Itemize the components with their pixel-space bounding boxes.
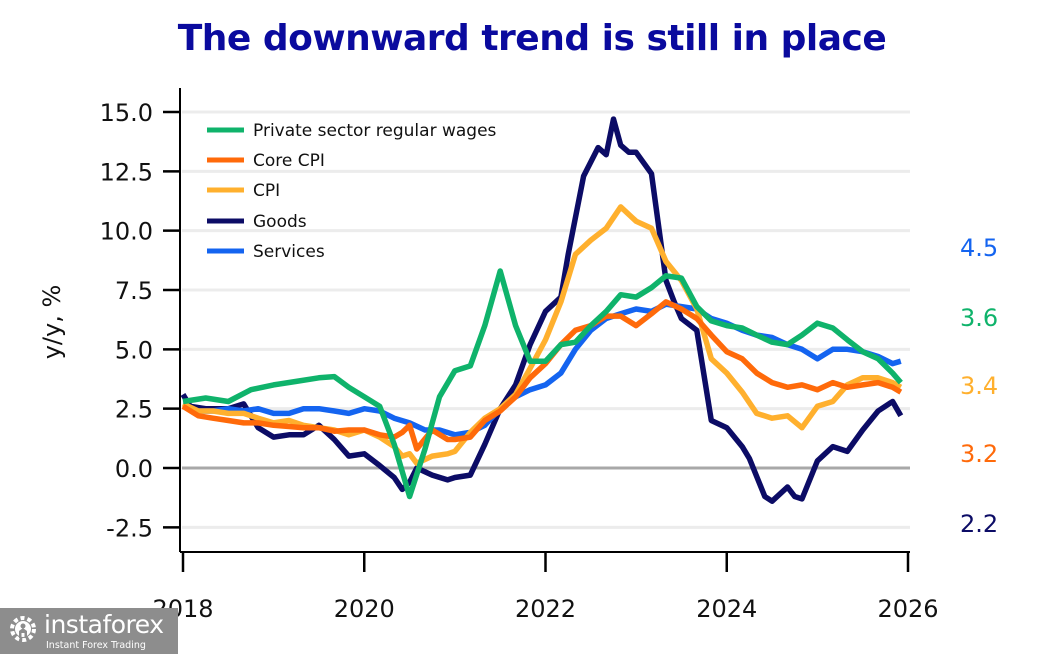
legend-label: Goods — [253, 212, 307, 232]
y-tick-label: 7.5 — [115, 277, 153, 305]
end-label-core-cpi: 3.2 — [960, 440, 998, 468]
x-tick-label: 2024 — [696, 595, 757, 623]
gear-logo-icon — [10, 616, 36, 642]
legend-label: Core CPI — [253, 151, 325, 171]
end-label-services: 4.5 — [960, 234, 998, 262]
y-axis-ticks: -2.5 0.0 2.5 5.0 7.5 10.0 12.5 15.0 — [100, 99, 180, 542]
end-label-private-sector-regular-wages: 3.6 — [960, 304, 998, 332]
y-axis-label: y/y, % — [38, 285, 66, 360]
legend-item: Goods — [207, 212, 307, 232]
series-line-core-cpi — [181, 299, 903, 452]
series-lines — [180, 116, 904, 504]
gridlines — [182, 110, 910, 529]
end-label-goods: 2.2 — [960, 510, 998, 538]
x-tick-label: 2026 — [877, 595, 938, 623]
series-line-goods — [180, 116, 904, 504]
x-axis-ticks: 2018 2020 2022 2024 2026 — [152, 552, 939, 623]
chart-title: The downward trend is still in place — [177, 18, 887, 59]
y-tick-label: 12.5 — [100, 158, 153, 186]
logo-tagline: Instant Forex Trading — [46, 640, 146, 651]
y-tick-label: -2.5 — [106, 514, 153, 542]
x-tick-label: 2020 — [334, 595, 395, 623]
y-tick-label: 0.0 — [115, 455, 153, 483]
series-line-private-sector-regular-wages — [182, 268, 903, 500]
legend-label: Services — [253, 242, 325, 262]
y-tick-label: 5.0 — [115, 336, 153, 364]
y-tick-label: 10.0 — [100, 218, 153, 246]
logo-brand-text: instaforex — [44, 610, 164, 639]
legend-item: Core CPI — [207, 151, 325, 171]
end-value-labels: 3.6 3.2 3.4 2.2 4.5 — [960, 234, 998, 538]
legend-item: Services — [207, 242, 325, 262]
legend: Private sector regular wages Core CPI CPI G… — [207, 121, 497, 262]
instaforex-logo: instaforex Instant Forex Trading — [0, 608, 178, 654]
legend-item: CPI — [207, 181, 280, 201]
end-label-cpi: 3.4 — [960, 372, 998, 400]
x-tick-label: 2022 — [515, 595, 576, 623]
y-tick-label: 2.5 — [115, 396, 153, 424]
legend-label: CPI — [253, 181, 280, 201]
legend-item: Private sector regular wages — [207, 121, 497, 141]
y-tick-label: 15.0 — [100, 99, 153, 127]
legend-label: Private sector regular wages — [253, 121, 497, 141]
